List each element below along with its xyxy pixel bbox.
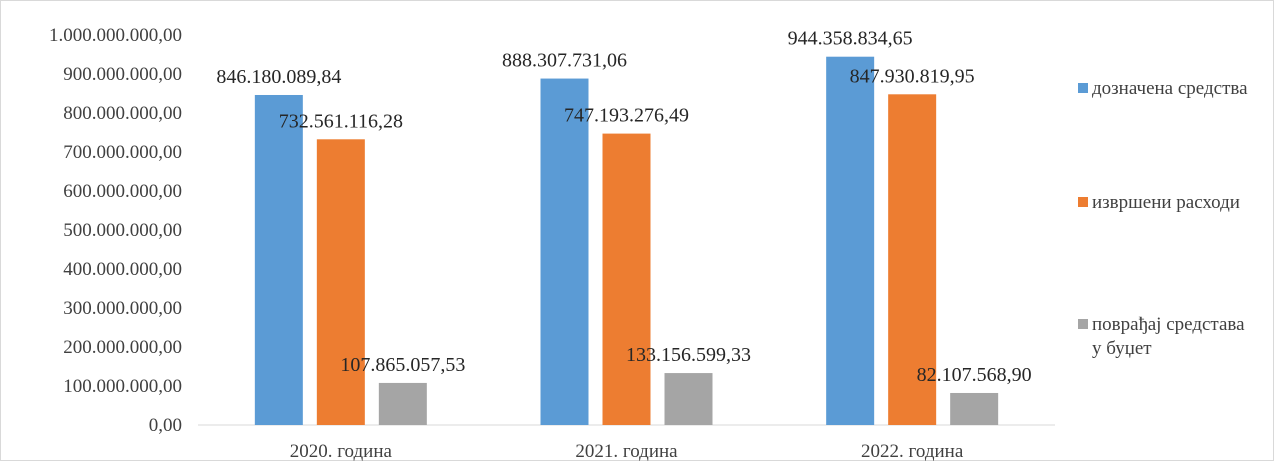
y-tick-label: 100.000.000,00: [63, 376, 182, 397]
y-tick-label: 900.000.000,00: [63, 64, 182, 85]
x-tick-label: 2021. година: [575, 441, 678, 461]
legend-swatch-allocated: [1078, 83, 1088, 93]
y-tick-label: 200.000.000,00: [63, 337, 182, 358]
legend-label-refund: поврађај средстава у буџет: [1092, 314, 1245, 359]
data-labels: 846.180.089,84 732.561.116,28 107.865.057,…: [216, 28, 1031, 386]
x-tick-label: 2022. година: [861, 441, 964, 461]
legend-label-allocated: дозначена средства: [1092, 78, 1248, 99]
data-label-refund: 107.865.057,53: [340, 354, 465, 376]
y-tick-label: 0,00: [149, 415, 182, 436]
bar-refund: [378, 382, 427, 425]
data-label-expenses: 847.930.819,95: [850, 65, 975, 87]
bar-allocated: [254, 94, 303, 426]
data-label-allocated: 846.180.089,84: [216, 66, 341, 88]
y-tick-label: 800.000.000,00: [63, 103, 182, 124]
y-tick-label: 600.000.000,00: [63, 181, 182, 202]
bar-expenses: [602, 133, 651, 426]
bar-allocated: [540, 78, 589, 425]
data-label-allocated: 944.358.834,65: [788, 28, 913, 50]
legend-label-expenses: извршени расходи: [1092, 192, 1240, 213]
bars: [254, 56, 999, 426]
bar-expenses: [888, 94, 937, 426]
bar-refund: [950, 392, 999, 425]
bar-refund: [664, 373, 713, 425]
y-tick-label: 500.000.000,00: [63, 220, 182, 241]
data-label-allocated: 888.307.731,06: [502, 50, 627, 72]
y-tick-label: 300.000.000,00: [63, 298, 182, 319]
y-axis-ticks: 0,00 100.000.000,00 200.000.000,00 300.000.…: [49, 25, 182, 436]
bar-expenses: [316, 139, 365, 426]
legend-swatch-expenses: [1078, 197, 1088, 207]
x-tick-label: 2020. година: [290, 441, 393, 461]
legend-swatch-refund: [1078, 319, 1088, 329]
y-tick-label: 700.000.000,00: [63, 142, 182, 163]
bar-allocated: [826, 56, 875, 426]
x-axis-ticks: 2020. година 2021. година 2022. година: [290, 441, 964, 461]
legend-item-expenses: извршени расходи: [1078, 191, 1252, 215]
data-label-refund: 133.156.599,33: [626, 344, 751, 366]
data-label-refund: 82.107.568,90: [917, 364, 1032, 386]
y-tick-label: 1.000.000.000,00: [49, 25, 182, 46]
legend-item-allocated: дозначена средства: [1078, 77, 1252, 101]
data-label-expenses: 747.193.276,49: [564, 105, 689, 127]
y-tick-label: 400.000.000,00: [63, 259, 182, 280]
legend-item-refund: поврађај средстава у буџет: [1078, 313, 1252, 361]
data-label-expenses: 732.561.116,28: [279, 110, 403, 132]
